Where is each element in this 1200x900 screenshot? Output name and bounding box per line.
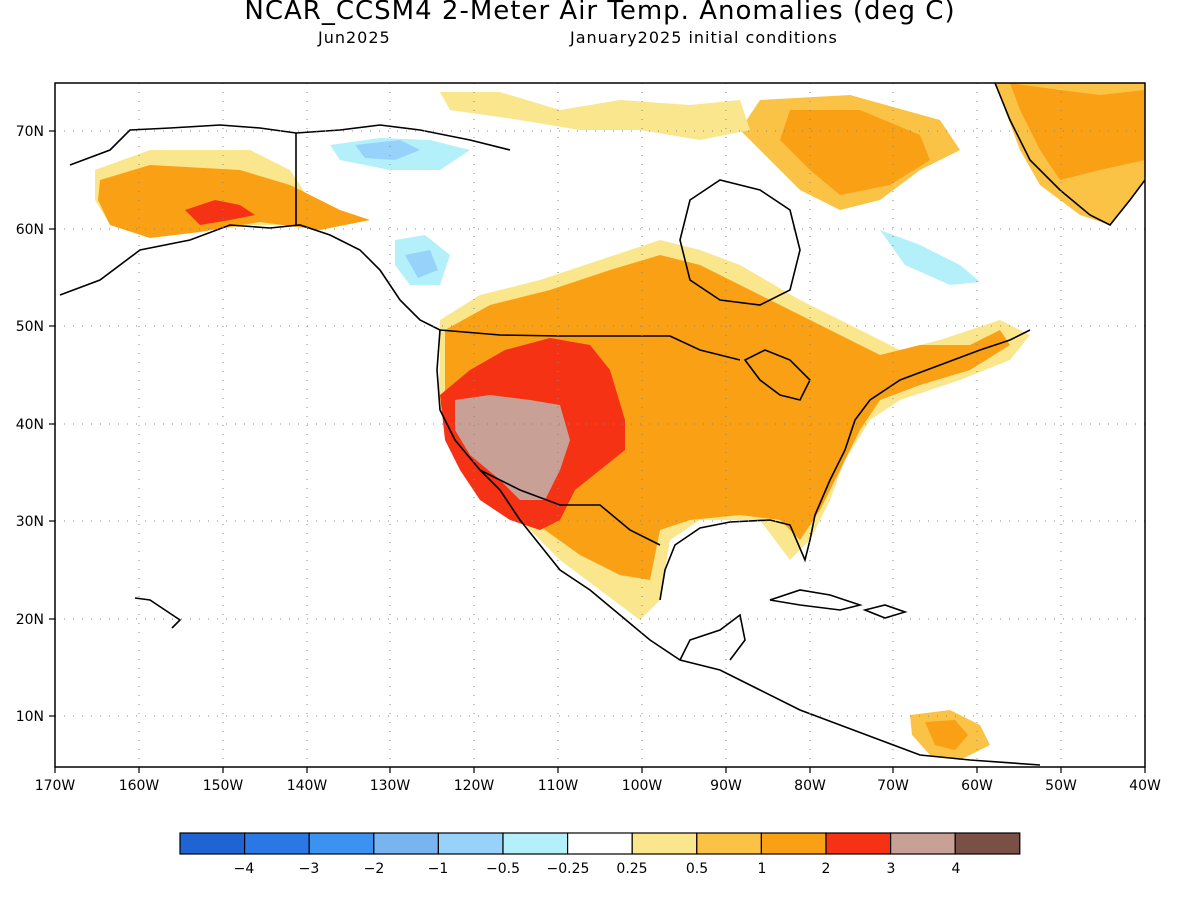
colorbar-label: −4	[234, 861, 255, 877]
anomaly-cool-bc-blue	[405, 250, 438, 278]
colorbar-swatch	[566, 832, 633, 855]
colorbar-label: 1	[758, 861, 767, 877]
colorbar-label: 0.25	[616, 861, 647, 877]
hispaniola	[862, 604, 908, 619]
hawaii	[134, 597, 182, 629]
colorbar-label: −2	[364, 861, 385, 877]
great-lakes	[743, 349, 811, 401]
colorbar-swatch	[760, 832, 827, 855]
anomaly-cool-labrador	[880, 230, 980, 285]
west-coast	[436, 329, 1041, 766]
forecast-month: Jun2025	[318, 28, 391, 47]
tick-marks	[49, 130, 1146, 773]
lat-label: 20N	[16, 612, 44, 628]
colorbar-label: 4	[952, 861, 961, 877]
colorbar-swatch	[954, 832, 1021, 855]
colorbar-swatch	[308, 832, 375, 855]
us-canada-border	[439, 329, 741, 361]
colorbar-label: −0.5	[486, 861, 520, 877]
gulf-coast	[659, 329, 1031, 601]
alaska-coast	[59, 224, 441, 331]
lat-label: 30N	[16, 514, 44, 530]
lon-label: 160W	[119, 778, 160, 794]
anomaly-greenland-orange	[1010, 83, 1145, 180]
lon-label: 170W	[35, 778, 76, 794]
anomaly-field	[95, 83, 1145, 760]
lon-label: 50W	[1045, 778, 1077, 794]
colorbar-swatch	[437, 832, 504, 855]
lat-label: 50N	[16, 319, 44, 335]
graticule	[55, 83, 1145, 767]
lat-label: 60N	[16, 222, 44, 238]
colorbar-label: −1	[428, 861, 449, 877]
lon-label: 40W	[1129, 778, 1161, 794]
map-frame	[54, 82, 1146, 768]
alaska-north-coast	[69, 124, 511, 166]
lon-label: 90W	[710, 778, 742, 794]
anomaly-cool-yukon-blue	[355, 140, 420, 160]
lat-label: 40N	[16, 417, 44, 433]
initial-conditions: January2025 initial conditions	[570, 28, 838, 47]
lon-label: 150W	[203, 778, 244, 794]
cuba	[769, 589, 863, 611]
lon-label: 120W	[454, 778, 495, 794]
anomaly-arctic-islands	[440, 92, 750, 140]
colorbar-swatch	[244, 832, 310, 855]
colorbar-label: −0.25	[547, 861, 590, 877]
lon-label: 70W	[877, 778, 909, 794]
lat-label: 70N	[16, 124, 44, 140]
colorbar-labels: −4 −3 −2 −1 −0.5 −0.25 0.25 0.5 1 2 3 4	[234, 861, 961, 877]
lon-labels: 170W 160W 150W 140W 130W 120W 110W 100W …	[35, 778, 1161, 794]
map-title: NCAR_CCSM4 2-Meter Air Temp. Anomalies (…	[244, 0, 956, 26]
lon-label: 110W	[538, 778, 579, 794]
colorbar-swatch	[889, 832, 956, 855]
lon-label: 140W	[287, 778, 328, 794]
yucatan	[679, 613, 746, 661]
colorbar-swatch	[373, 832, 439, 855]
colorbar-label: 2	[822, 861, 831, 877]
coastlines	[59, 83, 1145, 766]
anomaly-caribbean-orange	[925, 720, 968, 750]
colorbar	[179, 832, 1021, 855]
colorbar-swatch	[179, 832, 246, 855]
lat-labels: 70N 60N 50N 40N 30N 20N 10N	[16, 124, 44, 725]
colorbar-swatch	[696, 832, 762, 855]
colorbar-swatch	[631, 832, 698, 855]
colorbar-label: −3	[299, 861, 320, 877]
anomaly-alaska-red	[185, 200, 255, 225]
anomaly-great-basin	[455, 395, 570, 500]
anomaly-alaska	[98, 165, 370, 238]
hudson-bay	[679, 179, 801, 306]
colorbar-label: 0.5	[686, 861, 708, 877]
greenland-coast	[994, 83, 1145, 227]
us-mexico-border	[479, 469, 661, 546]
colorbar-swatch	[825, 832, 892, 855]
lon-label: 80W	[794, 778, 826, 794]
lon-label: 130W	[370, 778, 411, 794]
colorbar-label: 3	[887, 861, 896, 877]
lon-label: 100W	[622, 778, 663, 794]
colorbar-swatch	[502, 832, 569, 855]
lat-label: 10N	[16, 709, 44, 725]
lon-label: 60W	[961, 778, 993, 794]
